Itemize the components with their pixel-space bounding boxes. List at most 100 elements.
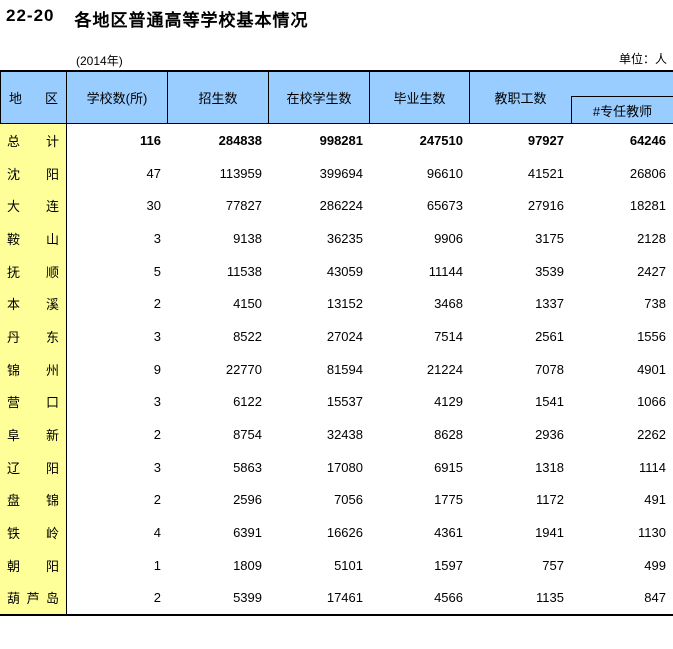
table-row: 丹东 3 8522 27024 7514 2561 1556 [0,320,673,353]
value-cell: 17461 [326,590,363,606]
table-row: 沈阳 47 113959 399694 96610 41521 26806 [0,156,673,190]
value-cell: 2 [153,492,161,508]
value-cell: 7078 [535,361,564,377]
region-char: 计 [45,133,59,149]
value-cell: 2561 [535,328,564,344]
value-cell: 17080 [326,459,363,475]
region-char: 阜 [7,427,21,443]
value-cell: 4901 [637,361,666,377]
region-char: 阳 [45,166,59,182]
header-cell-schools: 学校数(所) [67,72,168,123]
region-cell: 朝阳 [0,548,67,582]
value-cell: 7056 [334,492,363,508]
value-cell: 3175 [535,230,564,246]
value-cell: 32438 [326,426,363,442]
region-char: 锦 [45,493,59,509]
region-cell: 丹东 [0,320,67,353]
value-cell: 43059 [326,263,363,279]
region-char: 抚 [7,264,21,280]
value-cell: 998281 [319,132,363,148]
value-cell: 8754 [233,426,262,442]
table-row: 大连 30 77827 286224 65673 27916 18281 [0,189,673,223]
table-number: 22-20 [6,6,55,25]
value-cell: 5101 [334,557,363,573]
value-cell: 116 [140,132,161,148]
region-char: 州 [45,362,59,378]
region-cell: 葫芦岛 [0,581,67,615]
region-cell: 铁岭 [0,516,67,549]
value-cell: 27916 [527,198,564,214]
region-char: 朝 [7,558,21,574]
table-row: 鞍山 3 9138 36235 9906 3175 2128 [0,222,673,255]
table-header-row: 地 区 学校数(所) 招生数 在校学生数 毕业生数 教职工数 #专任教师 [0,72,673,124]
region-char: 丹 [7,329,21,345]
value-cell: 30 [146,198,161,214]
region-cell: 本溪 [0,287,67,321]
value-cell: 65673 [426,198,463,214]
region-header-char-left: 地 [9,91,23,106]
value-cell: 3539 [535,263,564,279]
value-cell: 96610 [426,165,463,181]
value-cell: 4 [153,524,161,540]
region-cell: 沈阳 [0,156,67,190]
header-cell-staff-group: 教职工数 #专任教师 [470,72,673,123]
table-row: 辽阳 3 5863 17080 6915 1318 1114 [0,450,673,484]
value-cell: 2128 [637,230,666,246]
value-cell: 97927 [527,132,564,148]
value-cell: 2 [153,426,161,442]
region-header-char-right: 区 [44,91,58,106]
value-cell: 1541 [535,394,564,410]
value-cell: 41521 [527,165,564,181]
region-cell: 总计 [0,124,67,157]
region-char: 盘 [7,493,21,509]
value-cell: 1941 [535,524,564,540]
value-cell: 6122 [233,394,262,410]
value-cell: 6915 [434,459,463,475]
table-row: 朝阳 1 1809 5101 1597 757 499 [0,548,673,582]
region-cell: 大连 [0,189,67,223]
region-char: 总 [7,133,21,149]
value-cell: 9 [153,361,161,377]
value-cell: 13152 [326,296,363,312]
value-cell: 2 [153,590,161,606]
value-cell: 4150 [233,296,262,312]
value-cell: 4129 [434,394,463,410]
value-cell: 4566 [434,590,463,606]
header-cell-region: 地 区 [1,72,67,123]
table-row: 营口 3 6122 15537 4129 1541 1066 [0,385,673,419]
page-title: 22-20 各地区普通高等学校基本情况 [6,6,308,30]
value-cell: 3 [153,459,161,475]
region-cell: 辽阳 [0,450,67,484]
value-cell: 113959 [219,165,262,181]
region-cell: 盘锦 [0,483,67,517]
value-cell: 3 [153,328,161,344]
value-cell: 77827 [225,198,262,214]
value-cell: 6391 [233,524,262,540]
region-char: 本 [7,297,21,313]
region-char: 锦 [7,362,21,378]
value-cell: 1337 [535,296,564,312]
table-row: 抚顺 5 11538 43059 11144 3539 2427 [0,254,673,288]
value-cell: 1597 [434,557,463,573]
value-cell: 64246 [629,132,666,148]
table-row: 总计 116 284838 998281 247510 97927 64246 [0,124,673,157]
value-cell: 11538 [226,263,262,279]
region-char: 连 [45,199,59,215]
value-cell: 27024 [326,328,363,344]
region-char: 溪 [45,297,59,313]
region-char: 东 [45,329,59,345]
value-cell: 284838 [218,132,262,148]
value-cell: 1 [153,557,161,573]
header-cell-staff: 教职工数 [494,91,547,106]
region-char: 岛 [45,591,59,607]
region-char: 新 [45,427,59,443]
table-body: 总计 116 284838 998281 247510 97927 64246 沈阳 47 113… [0,124,673,615]
region-cell: 营口 [0,385,67,419]
region-char: 营 [7,395,21,411]
table-row: 锦州 9 22770 81594 21224 7078 4901 [0,352,673,386]
unit-note: 单位：人 [618,52,667,66]
value-cell: 47 [146,165,161,181]
value-cell: 1775 [434,492,463,508]
